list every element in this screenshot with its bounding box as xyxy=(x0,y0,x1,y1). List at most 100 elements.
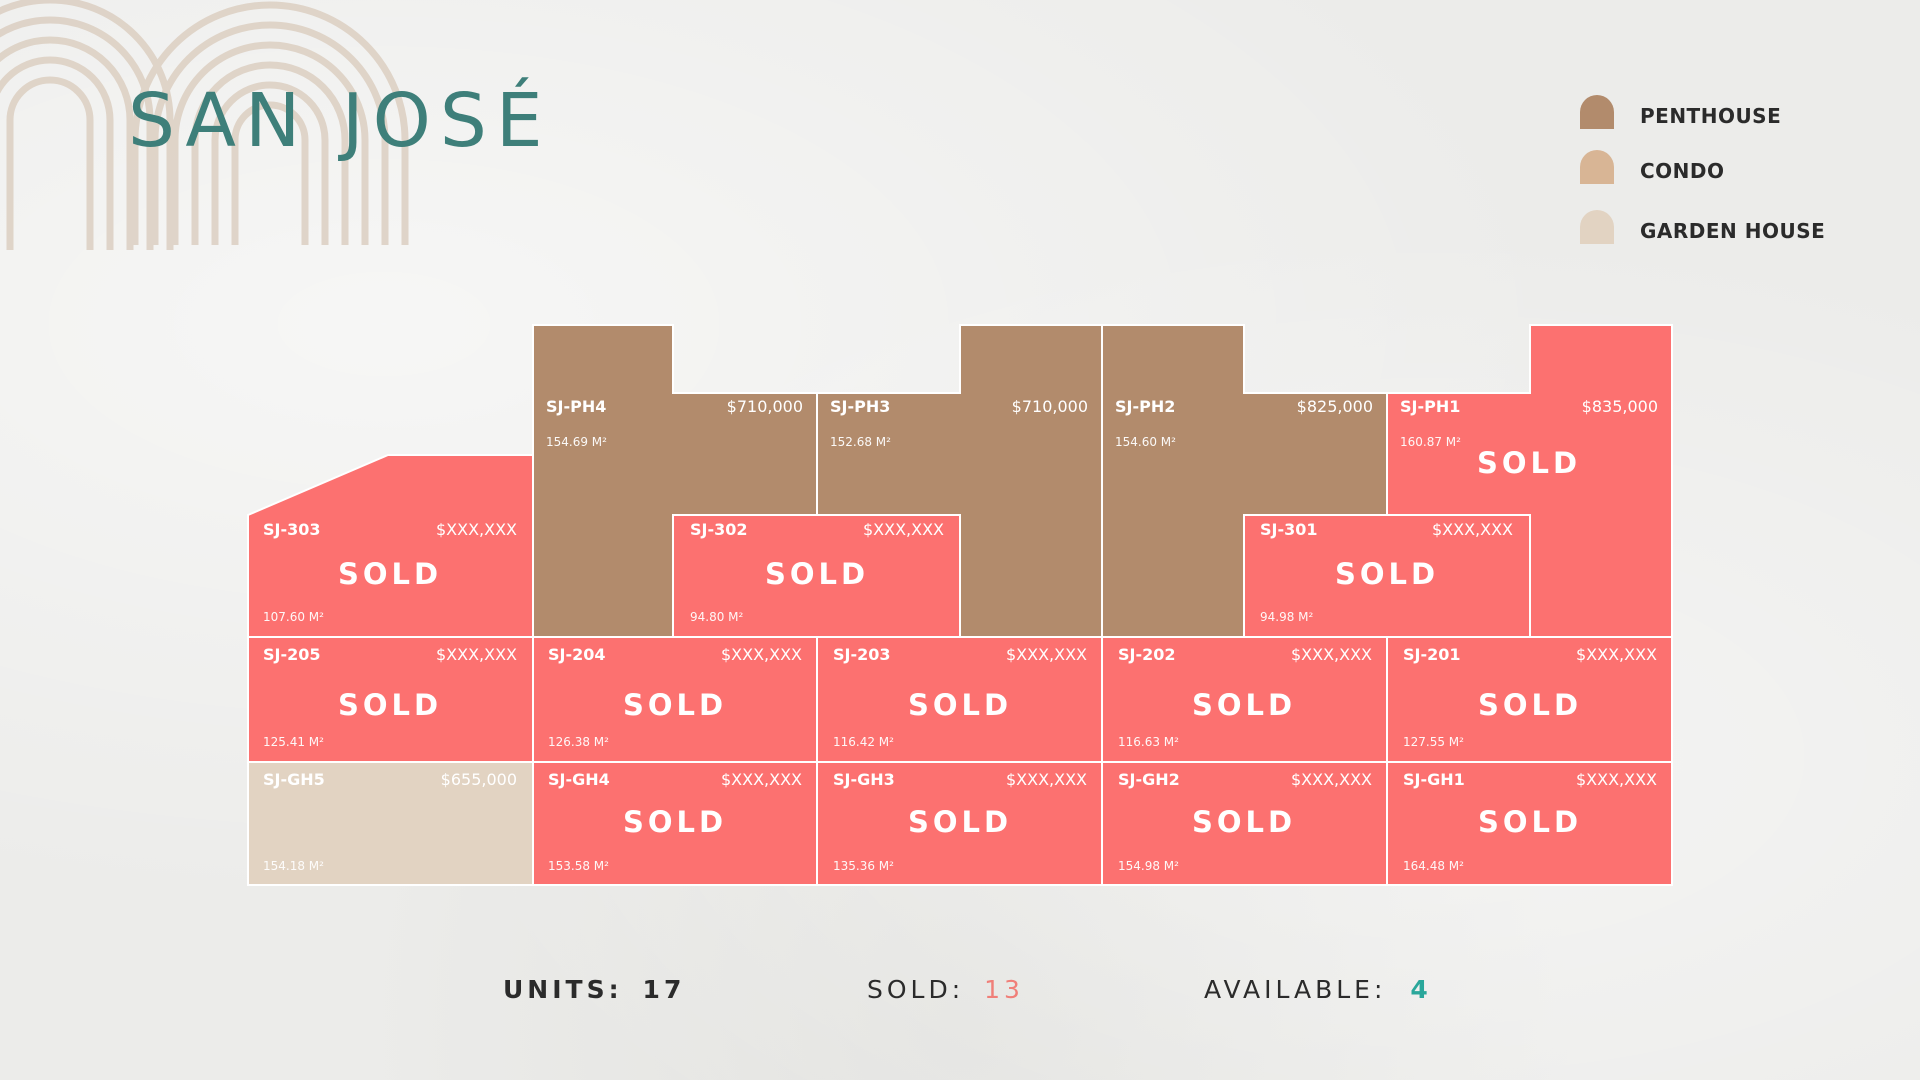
unit-id: SJ-302 xyxy=(690,520,748,539)
unit-sj-205[interactable]: SJ-205 $XXX,XXX 125.41 M² SOLD xyxy=(247,636,534,763)
unit-id: SJ-303 xyxy=(263,520,321,539)
unit-id: SJ-GH3 xyxy=(833,770,895,789)
unit-sj-gh1[interactable]: SJ-GH1 $XXX,XXX 164.48 M² SOLD xyxy=(1386,761,1673,886)
sold-value: 13 xyxy=(984,975,1024,1004)
unit-price: $XXX,XXX xyxy=(1291,770,1372,789)
unit-price: $XXX,XXX xyxy=(1291,645,1372,664)
unit-shape[interactable] xyxy=(1101,636,1388,763)
legend-item-penthouse: PENTHOUSE xyxy=(1580,95,1900,135)
unit-area: 94.80 M² xyxy=(690,610,744,624)
unit-price: $825,000 xyxy=(1297,397,1373,416)
unit-id: SJ-301 xyxy=(1260,520,1318,539)
unit-sj-202[interactable]: SJ-202 $XXX,XXX 116.63 M² SOLD xyxy=(1101,636,1388,763)
unit-price: $XXX,XXX xyxy=(436,520,517,539)
unit-sj-204[interactable]: SJ-204 $XXX,XXX 126.38 M² SOLD xyxy=(532,636,818,763)
unit-price: $710,000 xyxy=(727,397,803,416)
unit-id: SJ-205 xyxy=(263,645,321,664)
unit-sj-301[interactable]: SJ-301 $XXX,XXX 94.98 M² SOLD xyxy=(1243,514,1531,638)
unit-shape[interactable] xyxy=(247,636,534,763)
condo-swatch-icon xyxy=(1580,150,1614,184)
unit-sj-gh4[interactable]: SJ-GH4 $XXX,XXX 153.58 M² SOLD xyxy=(532,761,818,886)
sold-badge: SOLD xyxy=(338,688,442,722)
unit-sj-302[interactable]: SJ-302 $XXX,XXX 94.80 M² SOLD xyxy=(672,514,961,638)
unit-price: $XXX,XXX xyxy=(721,645,802,664)
garden-house-swatch-icon xyxy=(1580,210,1614,244)
legend-label: PENTHOUSE xyxy=(1640,104,1782,128)
available-label: AVAILABLE: xyxy=(1204,975,1387,1004)
unit-area: 154.98 M² xyxy=(1118,859,1179,873)
sold-badge: SOLD xyxy=(908,688,1012,722)
unit-area: 154.18 M² xyxy=(263,859,324,873)
sold-label: SOLD: xyxy=(867,975,965,1004)
unit-id: SJ-201 xyxy=(1403,645,1461,664)
unit-id: SJ-PH2 xyxy=(1115,397,1175,416)
unit-area: 160.87 M² xyxy=(1400,435,1461,449)
sold-badge: SOLD xyxy=(1478,805,1582,839)
unit-price: $835,000 xyxy=(1582,397,1658,416)
unit-shape[interactable] xyxy=(532,761,818,886)
unit-price: $655,000 xyxy=(441,770,517,789)
sold-total: SOLD: 13 xyxy=(867,975,1024,1004)
unit-id: SJ-GH2 xyxy=(1118,770,1180,789)
unit-shape[interactable] xyxy=(1386,636,1673,763)
unit-area: 127.55 M² xyxy=(1403,735,1464,749)
unit-price: $XXX,XXX xyxy=(1432,520,1513,539)
unit-price: $XXX,XXX xyxy=(1006,770,1087,789)
penthouse-swatch-icon xyxy=(1580,95,1614,129)
unit-id: SJ-GH5 xyxy=(263,770,325,789)
unit-area: 94.98 M² xyxy=(1260,610,1314,624)
available-total: AVAILABLE: 4 xyxy=(1204,975,1432,1004)
unit-sj-gh3[interactable]: SJ-GH3 $XXX,XXX 135.36 M² SOLD xyxy=(816,761,1103,886)
sold-badge: SOLD xyxy=(1477,446,1581,480)
unit-area: 126.38 M² xyxy=(548,735,609,749)
unit-sj-gh2[interactable]: SJ-GH2 $XXX,XXX 154.98 M² SOLD xyxy=(1101,761,1388,886)
unit-area: 154.60 M² xyxy=(1115,435,1176,449)
sold-badge: SOLD xyxy=(908,805,1012,839)
unit-price: $XXX,XXX xyxy=(1006,645,1087,664)
unit-price: $XXX,XXX xyxy=(721,770,802,789)
page-title: SAN JOSÉ xyxy=(128,78,552,164)
legend-label: GARDEN HOUSE xyxy=(1640,219,1826,243)
unit-id: SJ-203 xyxy=(833,645,891,664)
unit-shape[interactable] xyxy=(532,636,818,763)
unit-area: 164.48 M² xyxy=(1403,859,1464,873)
unit-area: 152.68 M² xyxy=(830,435,891,449)
units-total: UNITS: 17 xyxy=(503,975,685,1004)
legend-item-condo: CONDO xyxy=(1580,150,1900,190)
unit-id: SJ-202 xyxy=(1118,645,1176,664)
units-value: 17 xyxy=(642,975,686,1004)
unit-area: 116.63 M² xyxy=(1118,735,1179,749)
unit-sj-203[interactable]: SJ-203 $XXX,XXX 116.42 M² SOLD xyxy=(816,636,1103,763)
unit-price: $XXX,XXX xyxy=(1576,770,1657,789)
unit-shape[interactable] xyxy=(1386,761,1673,886)
sold-badge: SOLD xyxy=(1478,688,1582,722)
unit-area: 116.42 M² xyxy=(833,735,894,749)
unit-id: SJ-PH1 xyxy=(1400,397,1460,416)
sold-badge: SOLD xyxy=(623,688,727,722)
unit-id: SJ-GH1 xyxy=(1403,770,1465,789)
units-label: UNITS: xyxy=(503,975,623,1004)
unit-sj-201[interactable]: SJ-201 $XXX,XXX 127.55 M² SOLD xyxy=(1386,636,1673,763)
unit-shape[interactable] xyxy=(247,761,534,886)
unit-shape[interactable] xyxy=(1101,761,1388,886)
unit-price: $XXX,XXX xyxy=(436,645,517,664)
available-value: 4 xyxy=(1410,975,1432,1004)
unit-id: SJ-204 xyxy=(548,645,606,664)
arch-decoration xyxy=(0,0,409,250)
unit-shape[interactable] xyxy=(247,454,534,638)
sold-badge: SOLD xyxy=(623,805,727,839)
sold-badge: SOLD xyxy=(1192,805,1296,839)
sold-badge: SOLD xyxy=(1192,688,1296,722)
unit-sj-gh5[interactable]: SJ-GH5 $655,000 154.18 M² xyxy=(247,761,534,886)
unit-sj-ph1[interactable]: SJ-PH1 $835,000 160.87 M² SOLD xyxy=(1386,324,1673,638)
legend-label: CONDO xyxy=(1640,159,1725,183)
unit-area: 154.69 M² xyxy=(546,435,607,449)
unit-price: $XXX,XXX xyxy=(1576,645,1657,664)
unit-id: SJ-PH4 xyxy=(546,397,606,416)
legend-item-garden-house: GARDEN HOUSE xyxy=(1580,210,1900,250)
unit-sj-303[interactable]: SJ-303 $XXX,XXX 107.60 M² SOLD xyxy=(247,454,534,638)
sold-badge: SOLD xyxy=(1335,557,1439,591)
unit-price: $XXX,XXX xyxy=(863,520,944,539)
unit-area: 153.58 M² xyxy=(548,859,609,873)
